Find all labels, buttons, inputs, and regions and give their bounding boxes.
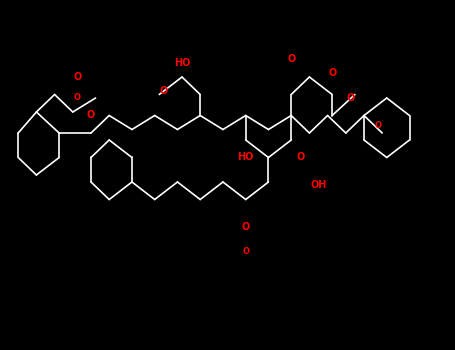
- Text: O: O: [160, 86, 168, 96]
- Text: O: O: [296, 153, 304, 162]
- Text: O: O: [374, 121, 381, 131]
- Text: O: O: [87, 111, 95, 120]
- Text: HO: HO: [174, 58, 190, 68]
- Text: O: O: [73, 72, 81, 82]
- Text: HO: HO: [238, 153, 254, 162]
- Text: OH: OH: [310, 181, 327, 190]
- Text: O: O: [287, 55, 295, 64]
- Text: O: O: [242, 247, 249, 257]
- Text: O: O: [328, 69, 336, 78]
- Text: O: O: [346, 93, 354, 103]
- Text: O: O: [74, 93, 81, 103]
- Text: O: O: [242, 223, 250, 232]
